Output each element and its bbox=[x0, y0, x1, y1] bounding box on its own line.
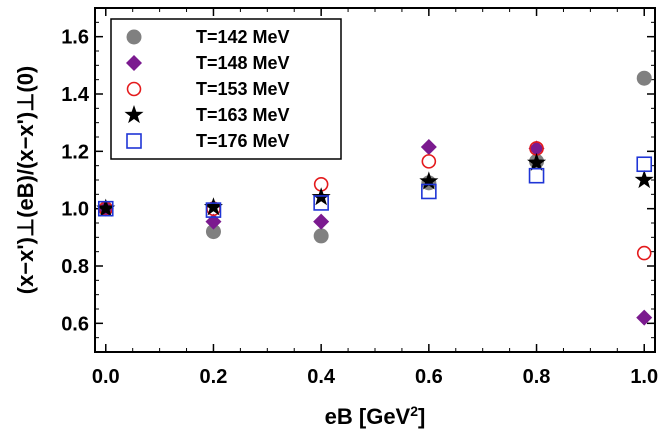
legend-label-2: T=153 MeV bbox=[196, 79, 290, 99]
x-tick-label: 1.0 bbox=[630, 366, 658, 388]
x-tick-label: 0.6 bbox=[415, 366, 443, 388]
legend-marker-4 bbox=[126, 133, 142, 149]
data-point-series-4-2 bbox=[313, 195, 329, 211]
y-tick-label: 0.8 bbox=[61, 256, 89, 278]
legend-marker-0 bbox=[126, 29, 142, 45]
data-point-series-3-0 bbox=[96, 198, 116, 217]
data-point-series-0-2 bbox=[313, 228, 329, 244]
data-point-series-3-1 bbox=[203, 197, 223, 216]
data-point-series-4-5 bbox=[636, 156, 653, 173]
data-point-series-1-5 bbox=[636, 309, 653, 326]
legend-label-0: T=142 MeV bbox=[196, 27, 290, 47]
x-tick-label: 0.4 bbox=[307, 366, 336, 388]
data-point-series-4-1 bbox=[205, 202, 222, 218]
legend-label-3: T=163 MeV bbox=[196, 105, 290, 125]
data-point-series-4-3 bbox=[421, 183, 437, 200]
data-point-series-2-5 bbox=[636, 245, 652, 261]
y-tick-label: 1.6 bbox=[61, 27, 89, 49]
x-axis-label: eB [GeV2] bbox=[325, 403, 426, 429]
data-point-series-0-1 bbox=[205, 224, 221, 240]
y-tick-label: 0.6 bbox=[61, 313, 89, 335]
data-point-series-0-5 bbox=[636, 70, 652, 86]
data-markers bbox=[96, 70, 654, 326]
y-tick-label: 1.2 bbox=[61, 141, 89, 163]
x-tick-label: 0.0 bbox=[92, 366, 120, 388]
x-tick-label: 0.2 bbox=[200, 366, 228, 388]
x-axis-ticks: 0.0 0.2 0.4 0.6 0.8 1.0 bbox=[92, 8, 658, 388]
data-point-series-4-4 bbox=[528, 167, 545, 184]
y-axis-ticks: 0.6 0.8 1.0 1.2 1.4 1.6 bbox=[61, 7, 655, 353]
data-point-series-2-3 bbox=[421, 154, 437, 169]
data-point-series-1-3 bbox=[420, 139, 437, 156]
data-point-series-4-0 bbox=[97, 200, 114, 217]
y-axis-label: (x−x')⊥(eB)/(x−x')⊥(0) bbox=[13, 66, 38, 295]
data-point-series-3-3 bbox=[419, 171, 439, 190]
legend: T=142 MeV T=148 MeV T=153 MeV T=163 MeV T=17… bbox=[110, 18, 342, 160]
x-axis-label-superscript: 2 bbox=[410, 403, 418, 419]
x-tick-label: 0.8 bbox=[523, 366, 551, 388]
legend-marker-1 bbox=[126, 55, 142, 71]
data-point-series-1-2 bbox=[313, 213, 330, 230]
data-point-series-1-4 bbox=[528, 140, 545, 157]
legend-label-4: T=176 MeV bbox=[196, 131, 290, 151]
data-point-series-3-4 bbox=[527, 152, 547, 171]
y-tick-label: 1.4 bbox=[61, 84, 90, 106]
legend-marker-2 bbox=[126, 81, 142, 97]
legend-label-1: T=148 MeV bbox=[196, 53, 290, 73]
legend-box bbox=[110, 18, 342, 160]
data-point-series-3-5 bbox=[634, 170, 654, 189]
y-tick-label: 1.0 bbox=[61, 199, 89, 221]
legend-marker-3 bbox=[124, 105, 144, 124]
